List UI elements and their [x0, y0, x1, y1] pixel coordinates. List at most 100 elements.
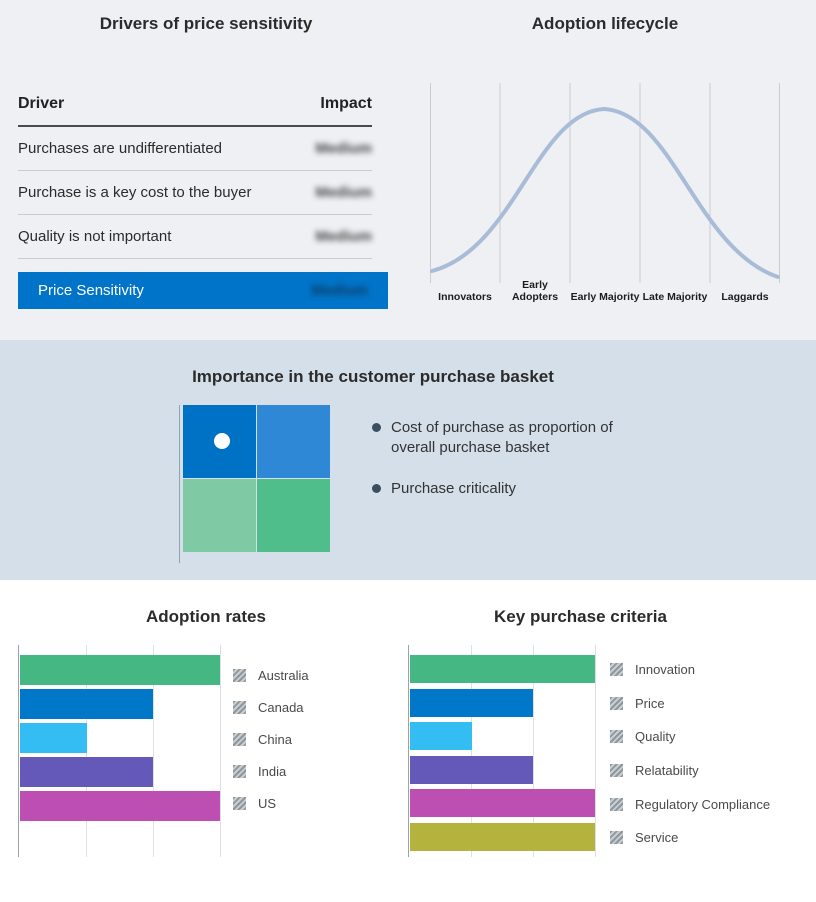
bar-service — [410, 822, 595, 851]
bullet-item: Cost of purchase as proportion of overal… — [372, 418, 634, 458]
legend-swatch-icon — [233, 668, 246, 682]
adoption-rates-bars — [20, 655, 220, 825]
legend-item: Australia — [233, 659, 309, 691]
legend-item: US — [233, 787, 309, 819]
bullet-text: Purchase criticality — [391, 479, 517, 497]
impact-value: Medium — [315, 184, 372, 201]
adoption-rates-title: Adoption rates — [146, 607, 266, 626]
driver-text: Quality is not important — [18, 228, 172, 245]
adoption-lifecycle-panel: Adoption lifecycle Innovators Early Adop… — [430, 14, 780, 303]
bar-fill — [20, 791, 220, 821]
drivers-panel: Drivers of price sensitivity Driver Impa… — [18, 14, 394, 309]
legend-item: Relatability — [610, 754, 770, 788]
gridline — [153, 645, 154, 857]
table-row: Quality is not important Medium — [18, 215, 372, 259]
bar-fill — [20, 757, 154, 787]
legend-label: Quality — [635, 729, 676, 745]
legend-item: China — [233, 723, 309, 755]
bar-australia — [20, 655, 220, 685]
legend-label: Canada — [258, 699, 304, 715]
legend-swatch-icon — [610, 696, 623, 710]
bar-quality — [410, 722, 595, 750]
lifecycle-title: Adoption lifecycle — [531, 14, 679, 33]
driver-text: Purchase is a key cost to the buyer — [18, 184, 252, 201]
matrix-cell-top-right — [257, 405, 330, 478]
legend-label: Regulatory Compliance — [635, 796, 771, 812]
bar-fill — [20, 723, 87, 753]
position-marker-dot — [214, 433, 230, 449]
legend-swatch-icon — [610, 663, 623, 677]
summary-label: Price Sensitivity — [38, 282, 144, 299]
legend-label: Relatability — [635, 763, 699, 779]
basket-title: Importance in the customer purchase bask… — [192, 367, 554, 386]
key-purchase-criteria-bars — [410, 655, 595, 856]
legend-label: Price — [635, 695, 665, 711]
drivers-title: Drivers of price sensitivity — [99, 14, 313, 33]
bullet-icon — [372, 483, 381, 493]
bar-canada — [20, 689, 220, 719]
bar-fill — [410, 789, 595, 817]
bar-fill — [20, 689, 154, 719]
purchase-basket-section: Importance in the customer purchase bask… — [0, 340, 816, 580]
legend-item: Canada — [233, 691, 309, 723]
legend-swatch-icon — [610, 730, 623, 744]
column-driver: Driver — [18, 95, 65, 112]
bullet-item: Purchase criticality — [372, 479, 634, 499]
stage-label: Early Adopters — [511, 279, 559, 303]
legend-label: Innovation — [635, 662, 695, 678]
bar-innovation — [410, 655, 595, 683]
legend-label: Service — [635, 830, 679, 846]
impact-value: Medium — [315, 228, 372, 245]
legend-swatch-icon — [610, 764, 623, 778]
legend-item: Innovation — [610, 653, 770, 687]
legend-item: India — [233, 755, 309, 787]
summary-impact-value: Medium — [311, 282, 368, 299]
bar-fill — [410, 722, 472, 750]
legend-item: Regulatory Compliance — [610, 787, 770, 821]
table-row: Purchases are undifferentiated Medium — [18, 127, 372, 171]
legend-item: Price — [610, 687, 770, 721]
purchase-basket-matrix — [183, 405, 330, 552]
stage-label: Late Majority — [642, 291, 708, 303]
bar-fill — [410, 755, 534, 784]
bar-fill — [20, 655, 220, 685]
matrix-cell-bottom-left — [183, 479, 256, 552]
bar-india — [20, 757, 220, 787]
stage-label: Early Majority — [570, 291, 640, 303]
lifecycle-stage-labels: Innovators Early Adopters Early Majority… — [430, 275, 780, 303]
purchase-basket-quadrant — [179, 405, 330, 563]
legend-swatch-icon — [233, 700, 246, 714]
adoption-curve — [430, 106, 780, 279]
gridline — [471, 645, 472, 857]
bullet-text: Cost of purchase as proportion of overal… — [391, 419, 613, 456]
quadrant-axis-line — [179, 405, 180, 563]
price-sensitivity-summary-row: Price Sensitivity Medium — [18, 272, 388, 309]
legend-swatch-icon — [610, 797, 623, 811]
bar-price — [410, 688, 595, 717]
legend-label: India — [258, 763, 287, 779]
basket-bullet-list: Cost of purchase as proportion of overal… — [372, 418, 634, 519]
legend-swatch-icon — [233, 796, 246, 810]
column-impact: Impact — [320, 95, 372, 112]
legend-label: China — [258, 731, 292, 747]
table-row: Purchase is a key cost to the buyer Medi… — [18, 171, 372, 215]
bar-regulatory-compliance — [410, 789, 595, 817]
legend-swatch-icon — [233, 732, 246, 746]
stage-label: Innovators — [438, 291, 492, 303]
impact-value: Medium — [315, 140, 372, 157]
gridline — [220, 645, 221, 857]
bar-fill — [410, 655, 595, 683]
adoption-rates-chart — [18, 645, 221, 857]
gridline — [595, 645, 596, 857]
adoption-rates-legend: Australia Canada China India US — [233, 659, 309, 819]
bar-china — [20, 723, 220, 753]
drivers-table-header: Driver Impact — [18, 95, 372, 127]
key-purchase-criteria-legend: Innovation Price Quality Relatability Re… — [610, 653, 770, 855]
legend-swatch-icon — [610, 831, 623, 845]
drivers-table: Driver Impact Purchases are undifferenti… — [18, 95, 372, 259]
top-section: Drivers of price sensitivity Driver Impa… — [0, 0, 816, 340]
legend-label: US — [258, 795, 277, 811]
legend-item: Quality — [610, 720, 770, 754]
legend-label: Australia — [258, 667, 309, 683]
